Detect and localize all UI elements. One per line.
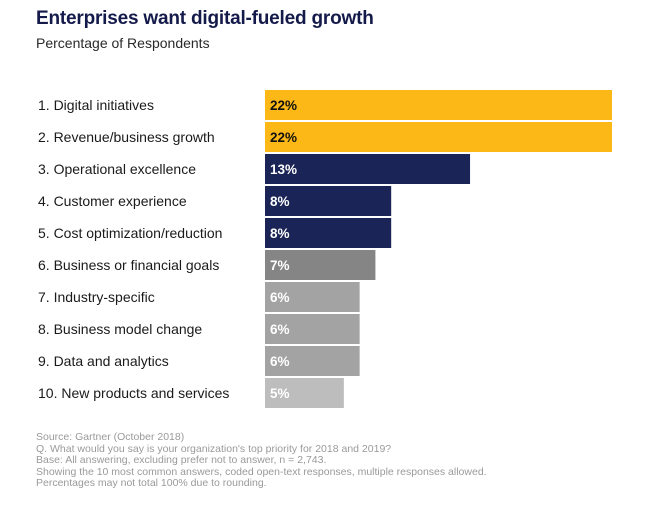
value-label: 7%: [270, 258, 290, 273]
category-label: 3. Operational excellence: [38, 161, 196, 177]
value-label: 13%: [270, 162, 297, 177]
bar: [265, 186, 392, 216]
bar: [265, 154, 471, 184]
bar: [265, 122, 612, 152]
value-label: 5%: [270, 386, 290, 401]
bar: [265, 378, 344, 408]
bar: [265, 282, 360, 312]
value-label: 6%: [270, 354, 290, 369]
category-label: 1. Digital initiatives: [38, 97, 154, 113]
value-label: 6%: [270, 290, 290, 305]
footnotes: Source: Gartner (October 2018) Q. What w…: [36, 431, 487, 490]
footnote-rounding: Percentages may not total 100% due to ro…: [36, 477, 267, 490]
footnote-method: Showing the 10 most common answers, code…: [36, 465, 487, 478]
value-label: 22%: [270, 98, 297, 113]
value-label: 8%: [270, 226, 290, 241]
value-label: 8%: [270, 194, 290, 209]
category-label: 9. Data and analytics: [38, 353, 169, 369]
category-label: 4. Customer experience: [38, 193, 187, 209]
category-label: 6. Business or financial goals: [38, 257, 219, 273]
bar: [265, 346, 360, 376]
value-label: 6%: [270, 322, 290, 337]
bar: [265, 314, 360, 344]
category-label: 7. Industry-specific: [38, 289, 155, 305]
value-label: 22%: [270, 130, 297, 145]
chart-subtitle: Percentage of Respondents: [36, 35, 210, 51]
bar: [265, 218, 392, 248]
bar-chart: 1. Digital initiatives 22% 2. Revenue/busi…: [38, 90, 612, 408]
footnote-question: Q. What would you say is your organizati…: [36, 442, 392, 455]
category-label: 5. Cost optimization/reduction: [38, 225, 222, 241]
footnote-source: Source: Gartner (October 2018): [36, 431, 185, 443]
chart-title: Enterprises want digital-fueled growth: [36, 8, 374, 29]
footnote-base: Base: All answering, excluding prefer no…: [36, 454, 327, 467]
category-label: 10. New products and services: [38, 385, 229, 401]
category-label: 2. Revenue/business growth: [38, 129, 215, 145]
category-label: 8. Business model change: [38, 321, 202, 337]
bar: [265, 90, 612, 120]
bar: [265, 250, 376, 280]
